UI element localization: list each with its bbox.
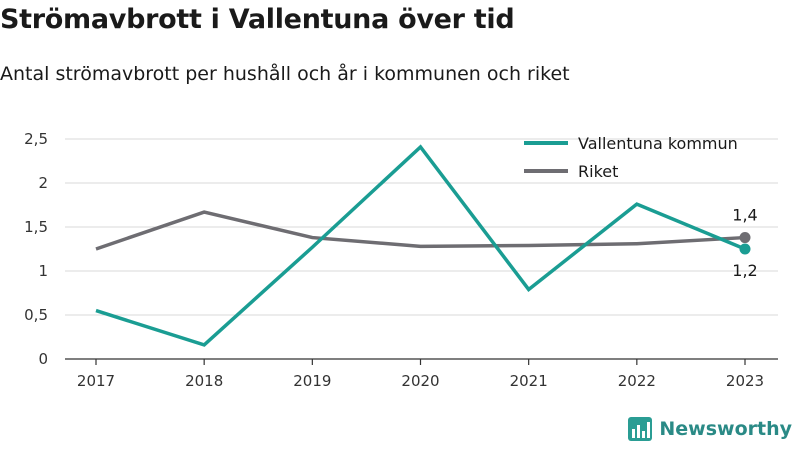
y-tick-label: 0 xyxy=(38,350,48,368)
y-tick-label: 1 xyxy=(38,262,48,280)
y-tick-label: 0,5 xyxy=(24,306,48,324)
brand-name: Newsworthy xyxy=(659,418,792,440)
x-tick-label: 2017 xyxy=(77,372,115,390)
x-tick-label: 2023 xyxy=(726,372,764,390)
bar-chart-logo-icon xyxy=(628,417,653,441)
series-line xyxy=(95,210,746,251)
x-tick-label: 2022 xyxy=(618,372,656,390)
legend-label: Riket xyxy=(578,162,618,181)
grid-lines xyxy=(65,138,778,316)
chart-subtitle: Antal strömavbrott per hushåll och år i … xyxy=(0,63,570,85)
legend-label: Vallentuna kommun xyxy=(578,134,738,153)
legend: Vallentuna kommun Riket xyxy=(524,134,738,181)
x-tick-label: 2020 xyxy=(401,372,439,390)
x-tick-label: 2018 xyxy=(185,372,223,390)
y-tick-label: 2,5 xyxy=(24,130,48,148)
end-point-marker xyxy=(739,243,751,255)
end-point-marker xyxy=(739,232,751,244)
series-group: 1,4 1,2 xyxy=(95,144,758,347)
axes: 0 0,5 1 1,5 2 2,5 2017 2018 2019 2020 2021 2022 2023 xyxy=(24,130,778,390)
x-tick-label: 2021 xyxy=(510,372,548,390)
chart-title: Strömavbrott i Vallentuna över tid xyxy=(0,4,515,35)
x-tick-label: 2019 xyxy=(293,372,331,390)
y-tick-label: 1,5 xyxy=(24,218,48,236)
y-tick-label: 2 xyxy=(38,174,48,192)
brand-logo: Newsworthy xyxy=(627,416,792,442)
end-value-label: 1,2 xyxy=(732,261,757,280)
series-line xyxy=(95,144,746,347)
end-value-label: 1,4 xyxy=(732,206,757,225)
